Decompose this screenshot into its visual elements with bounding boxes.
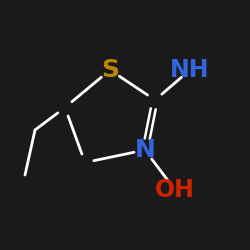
Text: N: N xyxy=(134,138,156,162)
Text: OH: OH xyxy=(155,178,195,202)
Text: S: S xyxy=(101,58,119,82)
Text: NH: NH xyxy=(170,58,210,82)
